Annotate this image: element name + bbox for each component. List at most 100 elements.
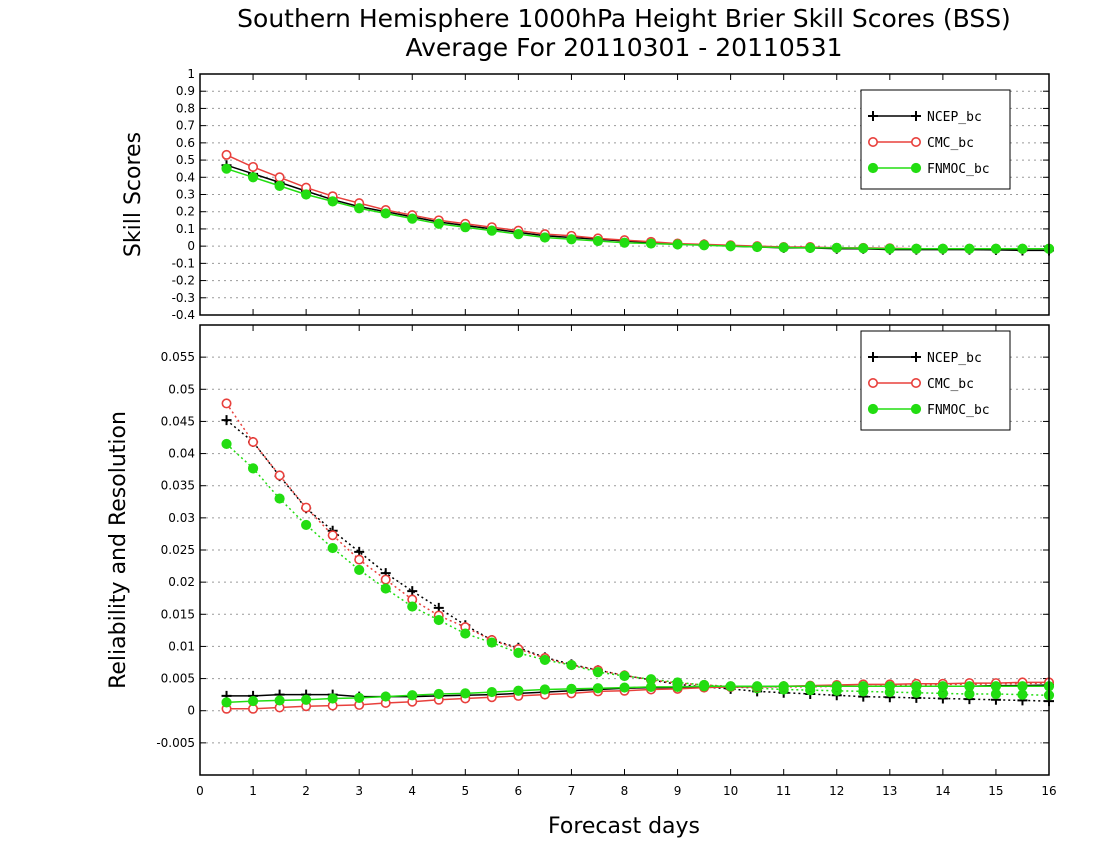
data-point [407, 213, 418, 224]
data-point [752, 241, 763, 253]
data-point [380, 691, 391, 702]
data-point [327, 530, 338, 541]
data-point [301, 694, 312, 705]
data-point [619, 670, 630, 682]
data-point [778, 681, 789, 692]
legend-label: NCEP_bc [927, 110, 982, 125]
data-point [672, 239, 683, 250]
legend: NCEP_bc CMC_bc FNMOC_bc [860, 89, 1011, 190]
data-point [884, 243, 895, 254]
legend-label: FNMOC_bc [927, 403, 990, 418]
legend-marker [910, 162, 922, 174]
plot-frame [199, 73, 1050, 316]
data-point [221, 697, 232, 708]
data-point [486, 686, 497, 698]
data-point [805, 242, 816, 253]
legend-label: NCEP_bc [927, 351, 982, 366]
data-point [221, 163, 232, 174]
legend-box [860, 330, 1011, 431]
data-point [566, 234, 577, 245]
data-point [354, 692, 365, 703]
data-point [645, 681, 657, 693]
data-point [327, 196, 338, 207]
reliability-resolution-panel: -0.005 0 0.005 0.01 0.015 0.02 0.025 0.03 0.035 0… [106, 324, 1057, 798]
y-tick-label: 0.1 [176, 222, 195, 236]
data-point [380, 208, 391, 219]
data-point [911, 243, 922, 254]
data-point [1017, 681, 1028, 692]
y-tick-label: 0.01 [168, 639, 195, 653]
data-point [301, 502, 312, 513]
data-point [858, 681, 869, 692]
data-point [990, 681, 1002, 692]
legend-marker [867, 137, 878, 148]
data-point [831, 681, 842, 692]
data-point [592, 235, 604, 247]
x-tick-label: 12 [829, 784, 844, 798]
data-point [539, 684, 551, 695]
data-point [354, 564, 365, 576]
y-tick-label: -0.1 [172, 256, 195, 270]
figure-title-line1: Southern Hemisphere 1000hPa Height Brier… [237, 4, 1011, 33]
data-point [486, 637, 497, 648]
x-tick-label: 14 [935, 784, 950, 798]
x-ticks [199, 74, 1050, 315]
data-point [964, 681, 975, 692]
y-tick-label: 0.015 [161, 607, 195, 621]
data-point [380, 583, 391, 594]
y-tick-label: 0 [187, 239, 195, 253]
data-point [248, 436, 259, 447]
x-tick-label: 8 [621, 784, 629, 798]
data-point [247, 463, 259, 474]
data-point [937, 243, 948, 254]
data-point [566, 659, 577, 671]
data-point [698, 681, 710, 692]
x-tick-label: 16 [1041, 784, 1056, 798]
plot-frame [199, 324, 1050, 776]
data-point [937, 681, 948, 692]
data-point [831, 242, 842, 253]
y-tick-label: 0.055 [161, 350, 195, 364]
x-tick-label: 3 [355, 784, 363, 798]
data-point [274, 172, 285, 183]
data-point [486, 225, 497, 236]
legend-marker [868, 352, 878, 362]
legend-label: CMC_bc [927, 377, 974, 392]
data-point [274, 180, 285, 191]
data-point [539, 232, 551, 243]
x-tick-label: 5 [461, 784, 469, 798]
series-FNMOC_bc [221, 163, 1055, 254]
y-tick-label: -0.005 [156, 736, 195, 750]
data-point [221, 149, 232, 160]
legend-marker [910, 377, 921, 388]
data-point [1017, 689, 1028, 700]
data-point [698, 240, 710, 251]
data-point [274, 695, 285, 706]
x-tick-label: 13 [882, 784, 897, 798]
data-point [619, 237, 630, 248]
data-point [433, 688, 444, 700]
y-tick-label: 0.4 [176, 170, 195, 184]
data-point [247, 172, 259, 183]
data-point [592, 683, 604, 694]
x-ticks: 0 1 2 3 4 5 6 7 8 9 10 11 12 13 14 15 16 [196, 325, 1057, 798]
x-tick-label: 7 [568, 784, 576, 798]
data-point [990, 243, 1002, 254]
data-point [592, 667, 604, 678]
legend-marker [910, 403, 922, 415]
y-tick-label: 0.045 [161, 414, 195, 428]
y-tick-label: 0.7 [176, 119, 195, 133]
y-tick-label: 0.04 [168, 447, 195, 461]
data-point [1017, 243, 1028, 254]
x-tick-label: 10 [723, 784, 738, 798]
data-point [407, 690, 418, 701]
data-point [221, 415, 232, 426]
data-point [539, 654, 551, 666]
data-point [433, 614, 444, 626]
y-tick-label: 0.05 [168, 382, 195, 396]
data-point [301, 519, 312, 531]
figure-title-line2: Average For 20110301 - 20110531 [405, 33, 842, 62]
legend-entry-CMC_bc: CMC_bc [867, 377, 974, 392]
data-point [858, 243, 869, 254]
